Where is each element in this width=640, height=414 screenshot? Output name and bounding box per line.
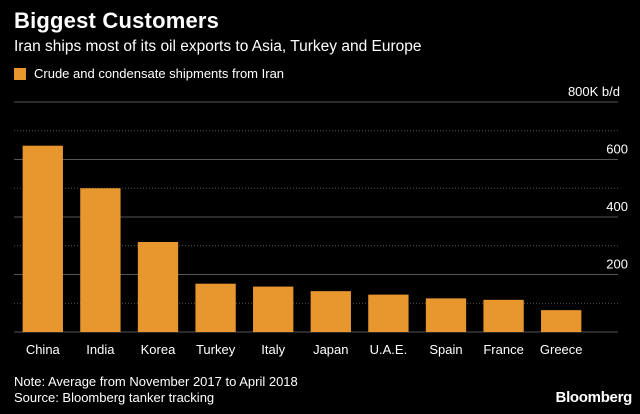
source-text: Source: Bloomberg tanker tracking xyxy=(14,390,215,405)
x-tick-label: Korea xyxy=(141,342,176,357)
x-tick-label: U.A.E. xyxy=(370,342,408,357)
bar-greece xyxy=(541,310,582,332)
footnote: Note: Average from November 2017 to Apri… xyxy=(14,374,298,406)
y-tick-label: 400 xyxy=(606,199,628,214)
bar-china xyxy=(22,145,63,332)
y-tick-label: 200 xyxy=(606,257,628,272)
chart-title: Biggest Customers xyxy=(14,8,220,33)
legend-swatch xyxy=(14,67,26,80)
legend-label: Crude and condensate shipments from Iran xyxy=(34,66,285,81)
x-tick-label: China xyxy=(26,342,61,357)
legend: Crude and condensate shipments from Iran xyxy=(14,66,284,81)
x-tick-label: Greece xyxy=(540,342,583,357)
bar-italy xyxy=(253,286,294,332)
x-tick-label: France xyxy=(483,342,523,357)
x-tick-label: India xyxy=(86,342,115,357)
bar-france xyxy=(483,299,524,332)
bloomberg-logo: Bloomberg xyxy=(555,389,633,406)
bar-turkey xyxy=(195,283,236,332)
y-tick-label: 600 xyxy=(606,142,628,157)
x-tick-label: Spain xyxy=(429,342,462,357)
x-tick-label: Italy xyxy=(261,342,285,357)
y-unit-label: 800K b/d xyxy=(568,84,620,99)
note-text: Note: Average from November 2017 to Apri… xyxy=(14,374,298,389)
x-tick-label: Japan xyxy=(313,342,348,357)
chart-subtitle: Iran ships most of its oil exports to As… xyxy=(14,38,422,55)
bar-india xyxy=(80,188,121,332)
x-tick-label: Turkey xyxy=(196,342,236,357)
bar-spain xyxy=(425,298,467,332)
bar-uae xyxy=(368,294,409,332)
bar-korea xyxy=(137,242,179,332)
bar-japan xyxy=(310,291,351,332)
